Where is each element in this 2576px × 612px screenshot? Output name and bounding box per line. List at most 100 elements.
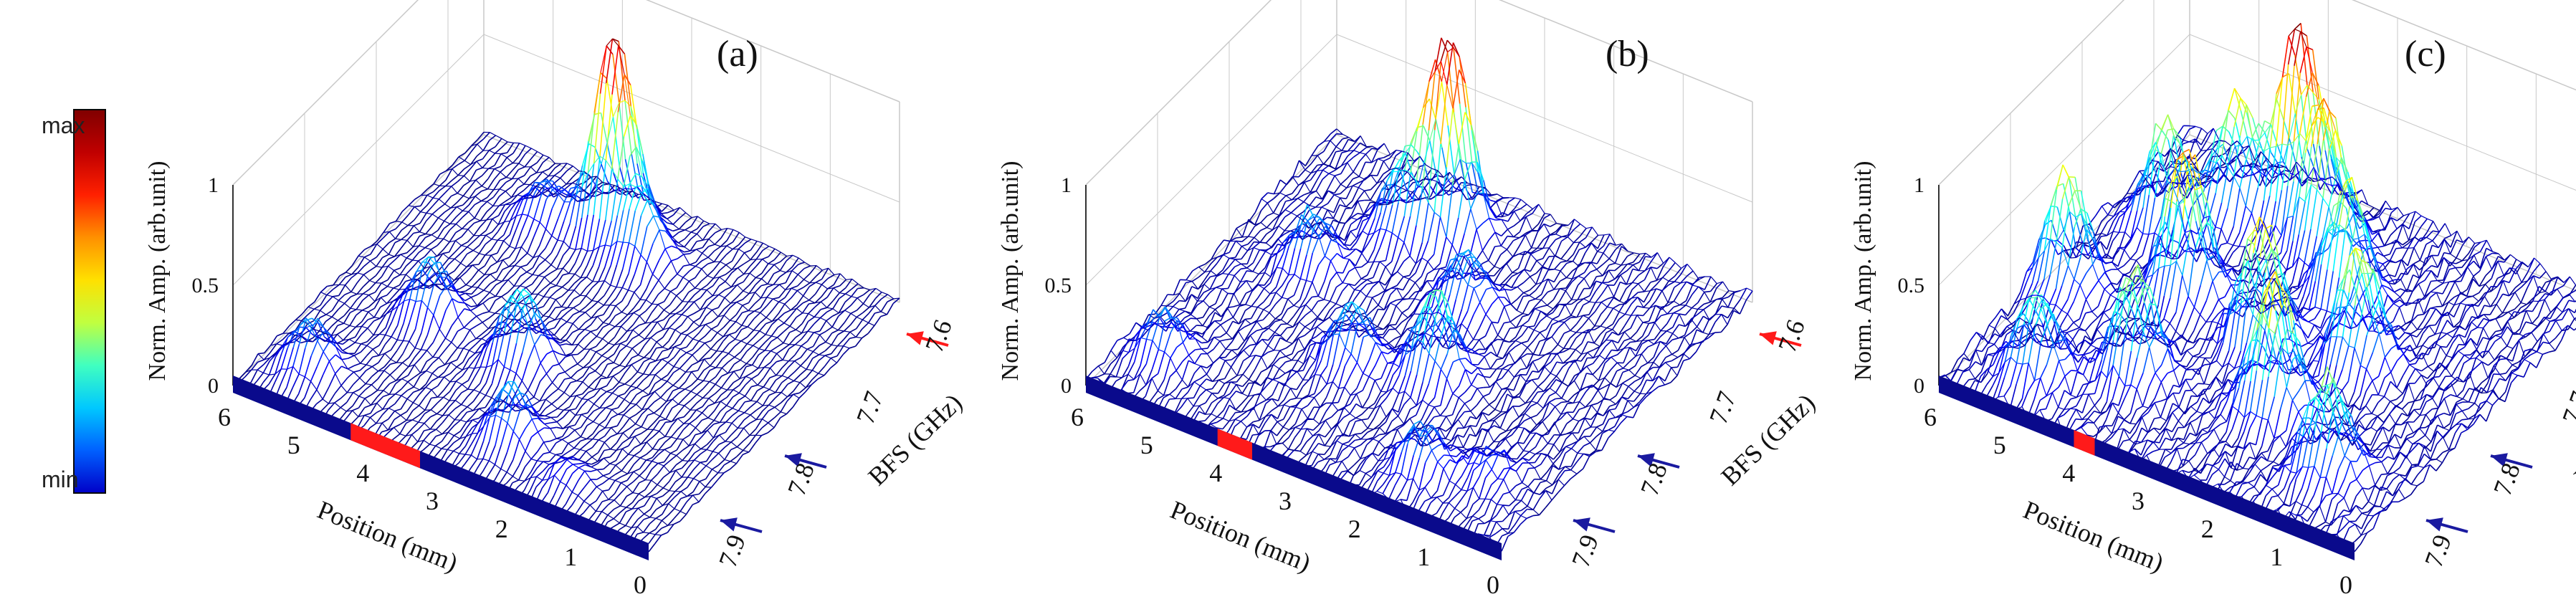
mesh-line: [478, 269, 485, 275]
mesh-line: [695, 268, 702, 278]
mesh-line: [574, 264, 582, 274]
mesh-line: [614, 343, 621, 355]
mesh-line: [264, 357, 270, 360]
mesh-line: [429, 421, 437, 430]
mesh-line: [751, 374, 758, 380]
mesh-line: [571, 178, 579, 184]
mesh-line: [626, 324, 634, 332]
mesh-line: [376, 403, 383, 410]
mesh-line: [682, 445, 690, 451]
mesh-line: [429, 283, 436, 287]
mesh-line: [706, 295, 713, 301]
mesh-line: [657, 465, 664, 474]
mesh-line: [595, 163, 602, 185]
mesh-line: [537, 287, 545, 295]
mesh-line: [796, 295, 804, 305]
mesh-line: [655, 358, 663, 367]
mesh-line: [1229, 240, 1236, 253]
mesh-line: [1221, 293, 1229, 305]
mesh-line: [485, 383, 493, 396]
mesh-line: [1225, 349, 1233, 358]
mesh-line: [849, 336, 857, 339]
mesh-line: [745, 396, 752, 401]
mesh-line: [516, 303, 523, 310]
mesh-line: [747, 330, 755, 338]
mesh-line: [436, 408, 444, 415]
mesh-line: [736, 449, 744, 457]
mesh-line: [480, 201, 488, 209]
mesh-line: [426, 342, 434, 351]
mesh-line: [1258, 267, 1266, 274]
mesh-line: [354, 351, 361, 356]
mesh-line: [606, 392, 613, 401]
mesh-line: [677, 248, 684, 255]
mesh-line: [548, 462, 555, 479]
mesh-line: [476, 150, 484, 157]
mesh-line: [507, 393, 515, 406]
mesh-line: [639, 300, 647, 310]
x-tick-label: 1: [564, 542, 577, 571]
mesh-line: [1225, 341, 1233, 350]
mesh-line: [578, 464, 586, 469]
mesh-line: [732, 410, 739, 416]
mesh-line: [656, 505, 663, 510]
mesh-line: [615, 287, 623, 299]
mesh-line: [664, 436, 672, 443]
mesh-line: [668, 346, 675, 350]
mesh-line: [526, 267, 533, 273]
mesh-line: [376, 422, 383, 424]
mesh-line: [639, 315, 646, 324]
mesh-line: [739, 376, 747, 386]
mesh-line: [1153, 315, 1160, 320]
mesh-line: [562, 286, 569, 291]
mesh-line: [588, 184, 596, 196]
mesh-line: [511, 194, 518, 199]
mesh-line: [555, 453, 563, 456]
mesh-line: [1239, 270, 1247, 283]
mesh-line: [717, 327, 725, 333]
mesh-line: [699, 465, 707, 473]
mesh-line: [525, 302, 532, 305]
mesh-line: [495, 147, 502, 154]
mesh-line: [584, 324, 591, 330]
mesh-line: [643, 517, 651, 520]
mesh-line: [634, 450, 641, 456]
mesh-line: [609, 297, 617, 306]
mesh-line: [490, 252, 498, 256]
mesh-line: [836, 354, 844, 363]
mesh-line: [419, 233, 426, 237]
mesh-line: [628, 246, 636, 274]
mesh-line: [661, 204, 669, 212]
mesh-line: [824, 367, 831, 376]
mesh-line: [438, 357, 446, 365]
mesh-line: [1173, 300, 1180, 307]
mesh-line: [551, 235, 558, 241]
mesh-line: [341, 358, 348, 360]
mesh-line: [740, 363, 747, 370]
mesh-line: [792, 398, 800, 408]
mesh-line: [404, 298, 410, 302]
mesh-line: [748, 277, 756, 286]
mesh-line: [506, 459, 514, 473]
mesh-line: [524, 183, 530, 186]
mesh-line: [1193, 365, 1201, 374]
mesh-line: [645, 303, 653, 312]
mesh-line: [548, 307, 556, 317]
mesh-line: [801, 321, 809, 334]
mesh-line: [269, 373, 275, 376]
mesh-line: [456, 204, 464, 208]
mesh-line: [368, 301, 376, 308]
mesh-line: [791, 270, 798, 275]
mesh-line: [353, 388, 360, 393]
mesh-line: [406, 239, 414, 247]
mesh-line: [543, 315, 550, 317]
mesh-line: [562, 259, 570, 269]
mesh-line: [606, 181, 615, 191]
mesh-line: [1207, 330, 1215, 343]
mesh-line: [614, 343, 621, 345]
mesh-line: [750, 401, 758, 408]
mesh-line: [559, 469, 568, 482]
mesh-line: [464, 145, 472, 154]
mesh-line: [429, 444, 436, 446]
mesh-line: [1347, 143, 1355, 152]
